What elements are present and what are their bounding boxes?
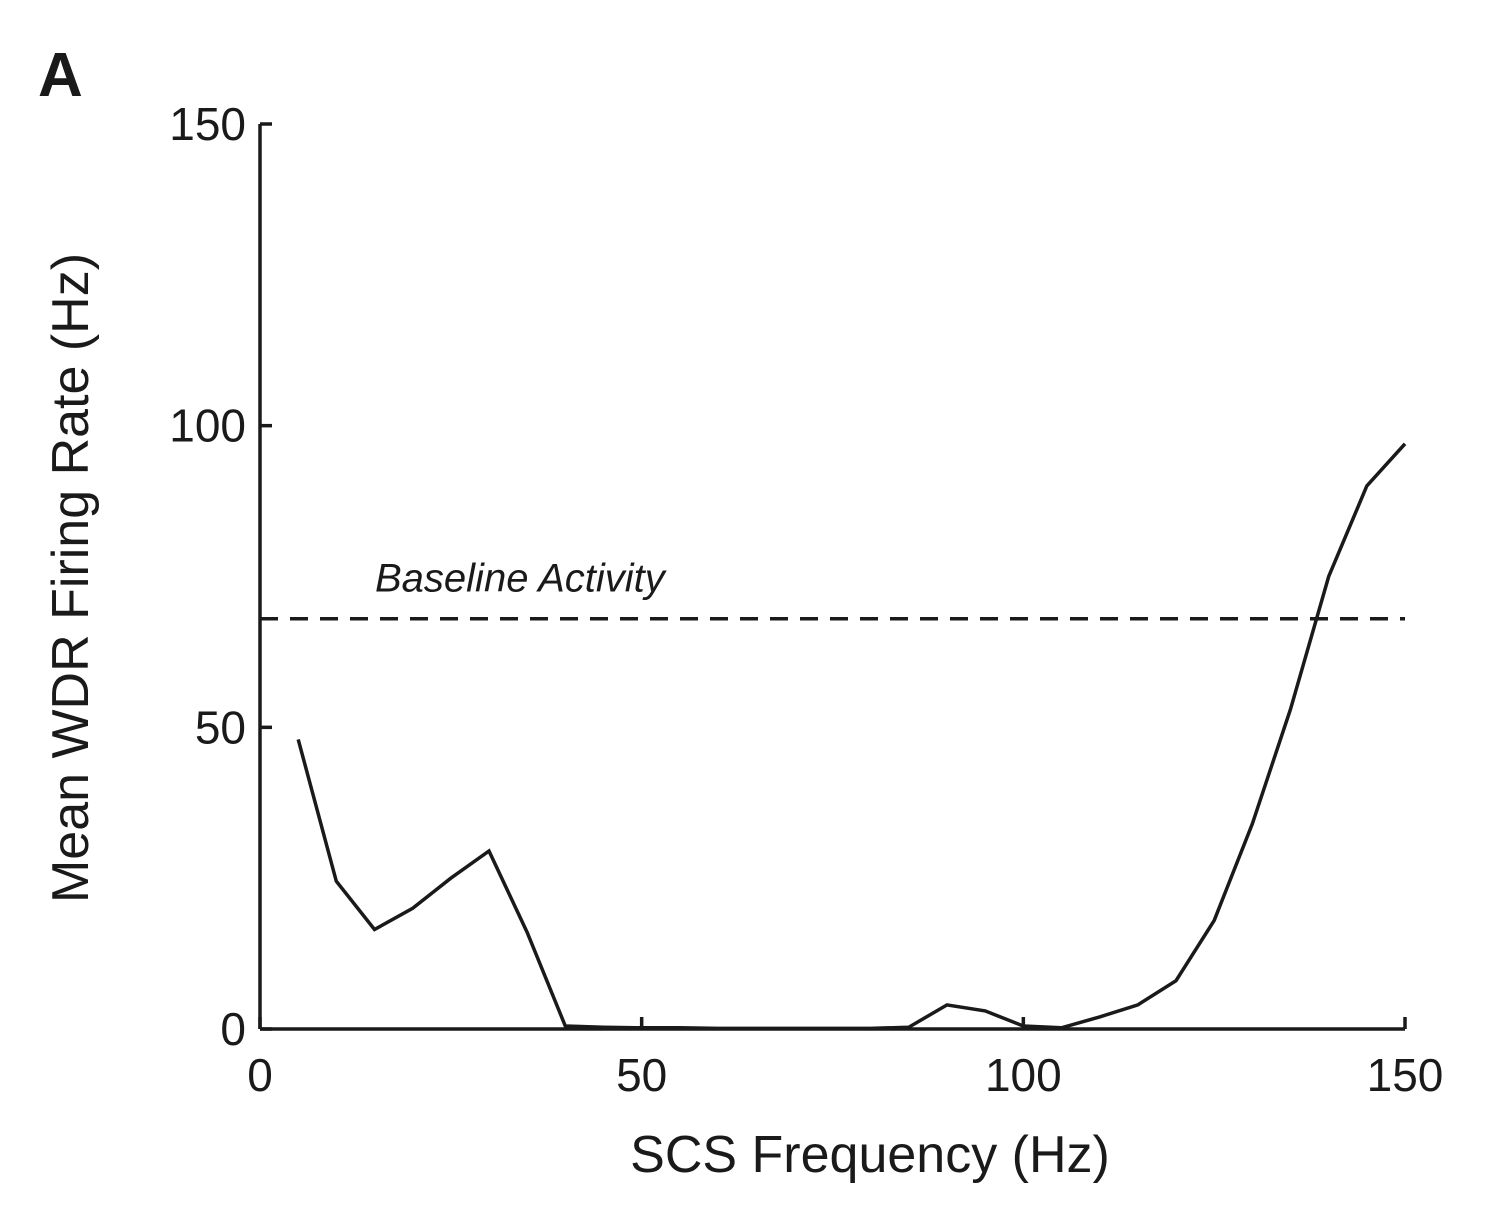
tick-labels: 0 50 100 150 0 50 100 150 bbox=[169, 98, 1443, 1101]
x-tick-label: 150 bbox=[1367, 1049, 1444, 1101]
reference-lines: Baseline Activity bbox=[260, 557, 1405, 621]
data-series bbox=[296, 442, 1407, 1031]
y-axis-label: Mean WDR Firing Rate (Hz) bbox=[42, 253, 100, 903]
baseline-annotation: Baseline Activity bbox=[375, 557, 668, 601]
y-tick-label: 150 bbox=[169, 98, 246, 150]
panel-label: A bbox=[38, 41, 83, 110]
y-tick-label: 50 bbox=[195, 701, 246, 753]
x-tick-label: 0 bbox=[247, 1049, 273, 1101]
x-tick-label: 50 bbox=[616, 1049, 667, 1101]
y-tick-label: 0 bbox=[220, 1003, 246, 1055]
series-line bbox=[296, 442, 1407, 1031]
x-axis-label: SCS Frequency (Hz) bbox=[630, 1126, 1110, 1184]
x-tick-label: 100 bbox=[985, 1049, 1062, 1101]
y-tick-label: 100 bbox=[169, 400, 246, 452]
